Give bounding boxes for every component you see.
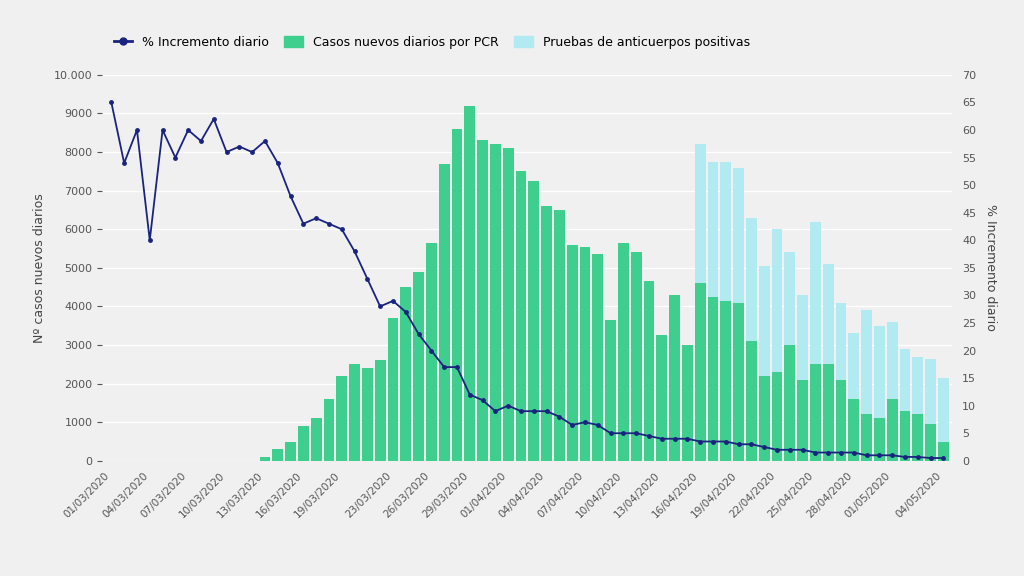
Bar <box>349 364 360 461</box>
Bar <box>438 164 450 461</box>
Bar <box>324 399 335 461</box>
Bar <box>528 181 540 461</box>
Bar <box>797 380 808 461</box>
Bar <box>887 399 898 461</box>
Bar <box>259 457 270 461</box>
Bar <box>477 141 488 461</box>
Bar <box>836 380 847 461</box>
Bar <box>810 364 821 461</box>
Bar <box>656 335 668 461</box>
Bar <box>708 162 719 297</box>
Bar <box>720 162 731 301</box>
Bar <box>899 411 910 461</box>
Bar <box>873 418 885 461</box>
Bar <box>861 310 872 415</box>
Bar <box>413 272 424 461</box>
Bar <box>925 424 936 461</box>
Bar <box>925 358 936 424</box>
Bar <box>938 378 949 441</box>
Bar <box>771 229 782 372</box>
Bar <box>733 168 744 302</box>
Bar <box>912 357 924 415</box>
Bar <box>464 106 475 461</box>
Bar <box>694 145 706 283</box>
Bar <box>336 376 347 461</box>
Bar <box>631 252 642 461</box>
Bar <box>708 297 719 461</box>
Bar <box>580 247 591 461</box>
Bar <box>836 302 847 380</box>
Bar <box>515 172 526 461</box>
Bar <box>489 145 501 461</box>
Bar <box>759 266 770 376</box>
Bar <box>643 281 654 461</box>
Bar <box>861 415 872 461</box>
Bar <box>848 399 859 461</box>
Bar <box>797 295 808 380</box>
Bar <box>745 341 757 461</box>
Bar <box>873 325 885 418</box>
Bar <box>387 318 398 461</box>
Bar <box>810 222 821 364</box>
Bar <box>745 218 757 341</box>
Bar <box>566 245 578 461</box>
Bar <box>899 349 910 411</box>
Y-axis label: Nº casos nuevos diarios: Nº casos nuevos diarios <box>33 193 46 343</box>
Bar <box>733 302 744 461</box>
Bar <box>720 301 731 461</box>
Legend: % Incremento diario, Casos nuevos diarios por PCR, Pruebas de anticuerpos positi: % Incremento diario, Casos nuevos diario… <box>109 31 755 54</box>
Bar <box>503 148 514 461</box>
Bar <box>669 295 680 461</box>
Bar <box>682 345 693 461</box>
Bar <box>848 334 859 399</box>
Bar <box>784 252 796 345</box>
Bar <box>310 418 322 461</box>
Bar <box>822 264 834 364</box>
Bar <box>452 129 463 461</box>
Bar <box>375 361 386 461</box>
Bar <box>887 322 898 399</box>
Bar <box>784 345 796 461</box>
Bar <box>426 242 437 461</box>
Bar <box>694 283 706 461</box>
Bar <box>400 287 412 461</box>
Bar <box>759 376 770 461</box>
Y-axis label: % Incremento diario: % Incremento diario <box>984 204 997 331</box>
Bar <box>912 415 924 461</box>
Bar <box>617 242 629 461</box>
Bar <box>285 441 296 461</box>
Bar <box>272 449 284 461</box>
Bar <box>822 364 834 461</box>
Bar <box>771 372 782 461</box>
Bar <box>541 206 552 461</box>
Bar <box>592 255 603 461</box>
Bar <box>361 368 373 461</box>
Bar <box>554 210 565 461</box>
Bar <box>298 426 309 461</box>
Bar <box>605 320 616 461</box>
Bar <box>938 441 949 461</box>
